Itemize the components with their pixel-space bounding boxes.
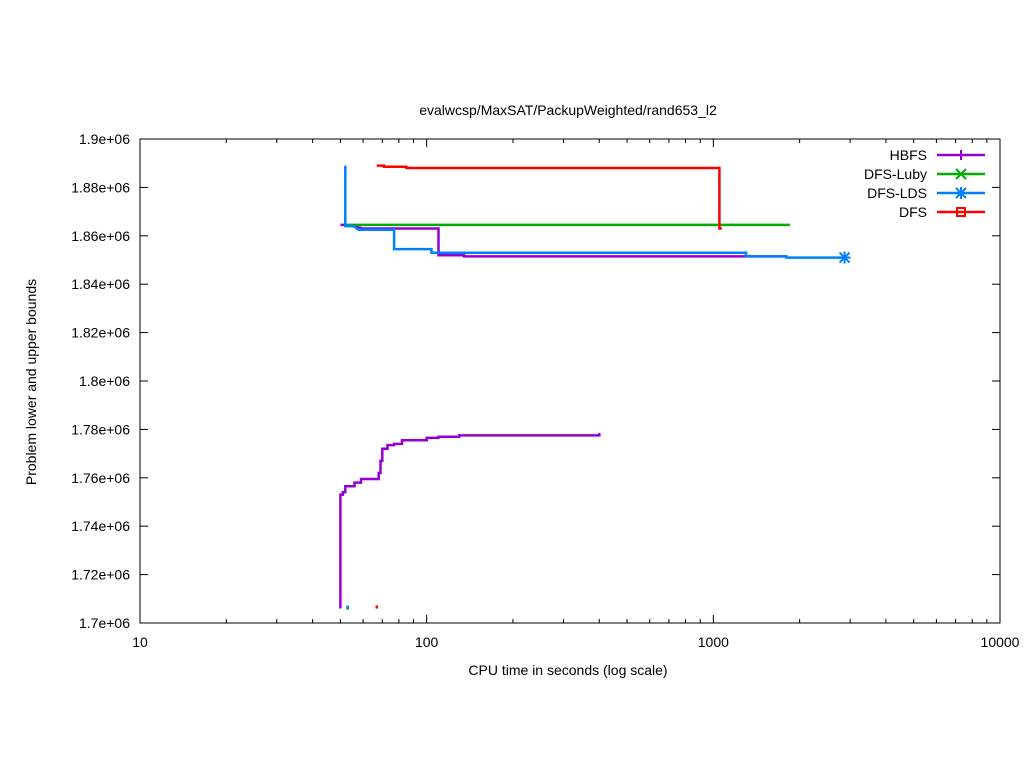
y-tick-label: 1.7e+06 xyxy=(79,615,130,631)
x-tick-label: 10000 xyxy=(981,634,1020,650)
y-tick-label: 1.86e+06 xyxy=(71,228,130,244)
y-axis-label: Problem lower and upper bounds xyxy=(23,279,39,485)
series-line xyxy=(339,433,601,609)
legend-item: DFS-Luby xyxy=(864,166,985,182)
legend-label: DFS-LDS xyxy=(867,185,927,201)
legend-marker xyxy=(956,150,966,160)
legend-marker xyxy=(955,168,967,180)
x-axis: 10 100 1000 10000 xyxy=(132,139,1020,650)
x-axis-label: CPU time in seconds (log scale) xyxy=(468,662,667,678)
y-tick-label: 1.72e+06 xyxy=(71,567,130,583)
y-tick-label: 1.74e+06 xyxy=(71,518,130,534)
x-tick-label: 10 xyxy=(132,634,148,650)
x-tick-label: 100 xyxy=(415,634,439,650)
series-dfs-lds xyxy=(344,165,851,609)
x-tick-label: 1000 xyxy=(698,634,729,650)
series-dfs-luby xyxy=(345,223,790,610)
legend-marker xyxy=(955,187,967,199)
chart-title: evalwcsp/MaxSAT/PackupWeighted/rand653_l… xyxy=(419,102,717,118)
y-tick-label: 1.9e+06 xyxy=(79,131,130,147)
legend-label: DFS-Luby xyxy=(864,166,927,182)
legend-item: DFS-LDS xyxy=(867,185,985,201)
y-tick-label: 1.8e+06 xyxy=(79,373,130,389)
legend-item: DFS xyxy=(899,204,985,220)
y-axis: 1.7e+06 1.72e+06 1.74e+06 1.76e+06 1.78e+06 1… xyxy=(71,131,1000,631)
plot-area-border xyxy=(139,138,1001,624)
series-dfs xyxy=(375,164,722,609)
legend-label: DFS xyxy=(899,204,927,220)
y-tick-label: 1.88e+06 xyxy=(71,179,130,195)
series-hbfs xyxy=(339,223,787,609)
y-tick-label: 1.78e+06 xyxy=(71,421,130,437)
y-tick-label: 1.82e+06 xyxy=(71,325,130,341)
legend-item: HBFS xyxy=(890,147,985,163)
legend-label: HBFS xyxy=(890,147,927,163)
y-tick-label: 1.84e+06 xyxy=(71,276,130,292)
series-end-marker xyxy=(838,251,851,264)
series-line xyxy=(344,165,845,259)
series-group xyxy=(339,164,851,610)
legend: HBFS DFS-Luby DFS-LDS DFS xyxy=(864,147,985,220)
legend-marker xyxy=(956,207,966,217)
plot-frame xyxy=(139,138,1001,624)
series-line xyxy=(376,164,722,230)
y-tick-label: 1.76e+06 xyxy=(71,470,130,486)
